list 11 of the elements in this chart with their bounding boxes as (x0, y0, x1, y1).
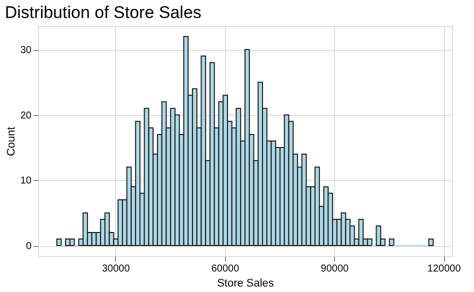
y-tick-label: 30 (20, 45, 32, 56)
y-tick-label: 20 (20, 110, 32, 122)
x-tick-label: 30000 (102, 264, 130, 274)
y-tick-label: 0 (26, 241, 32, 252)
y-tick-label: 10 (20, 176, 32, 187)
x-tick-label: 60000 (211, 264, 240, 274)
x-tick-label: 120000 (427, 264, 462, 274)
y-axis-title: Count (5, 126, 18, 156)
chart-title: Distribution of Store Sales (4, 3, 202, 22)
x-tick-label: 90000 (320, 264, 350, 274)
x-axis-title: Store Sales (217, 278, 274, 290)
